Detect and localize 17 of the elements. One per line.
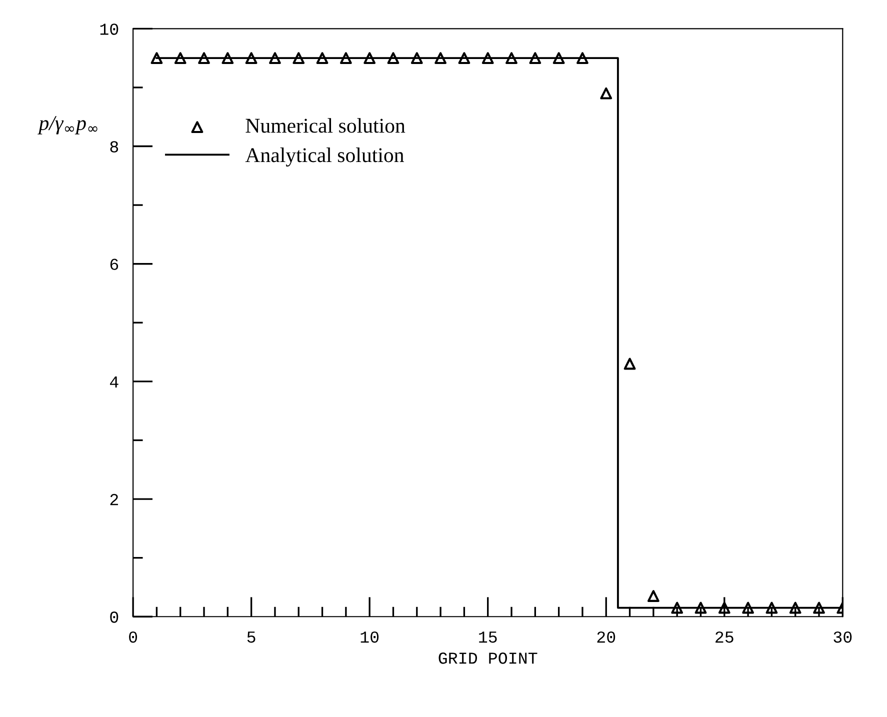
x-tick-label: 10 [360, 631, 379, 643]
x-tick-label: 0 [129, 631, 138, 643]
x-tick-label: 20 [597, 631, 616, 643]
y-axis-title: p/γ$_{∞}$p$_{∞}$ [38, 116, 98, 134]
y-tick-label: 10 [100, 24, 118, 35]
x-tick-label: 25 [716, 631, 734, 643]
y-tick-label: 8 [110, 141, 118, 152]
y-tick-label: 6 [110, 258, 118, 270]
x-tick-label: 15 [479, 632, 497, 643]
x-axis-title: GRID POINT [438, 652, 538, 664]
y-tick-label: 4 [110, 376, 118, 388]
y-tick-label: 0 [110, 612, 118, 623]
legend-label: Analytical solution [245, 148, 404, 166]
x-tick-label: 5 [247, 632, 256, 643]
x-tick-label: 30 [834, 631, 852, 643]
legend-label: Numerical solution [246, 118, 406, 133]
y-tick-label: 2 [110, 494, 118, 506]
